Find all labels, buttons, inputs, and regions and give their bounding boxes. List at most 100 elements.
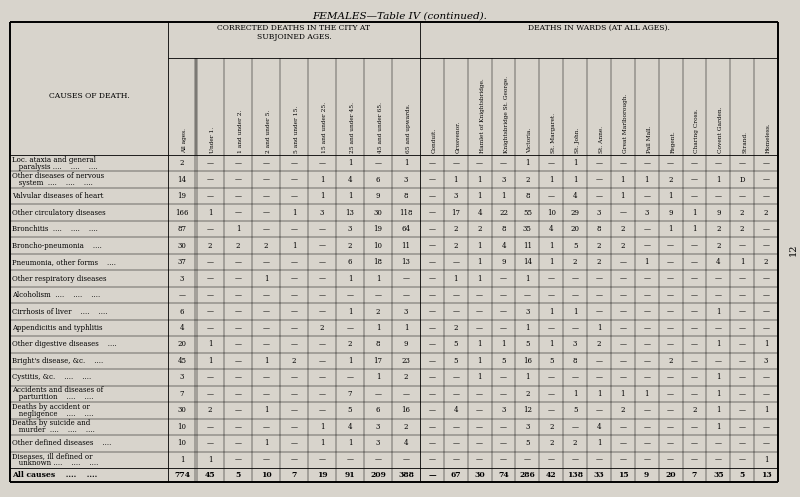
Text: —: — [548,373,554,381]
Text: —: — [290,324,298,332]
Text: 1: 1 [716,340,721,348]
Text: —: — [234,176,242,184]
Text: parturition    ....    ....: parturition .... .... [12,394,94,402]
Text: —: — [206,439,214,447]
Text: —: — [738,390,746,398]
Text: 1: 1 [264,407,268,414]
Text: —: — [290,390,298,398]
Text: —: — [643,373,650,381]
Text: —: — [500,159,507,167]
Text: —: — [715,291,722,299]
Text: 2: 2 [292,357,296,365]
Text: —: — [691,456,698,464]
Text: —: — [691,390,698,398]
Text: Other digestive diseases    ....: Other digestive diseases .... [12,340,117,348]
Text: —: — [762,308,770,316]
Text: —: — [738,357,746,365]
Text: 1: 1 [525,274,530,283]
Text: —: — [548,456,554,464]
Text: 2: 2 [764,209,768,217]
Text: —: — [374,291,382,299]
Text: —: — [452,291,459,299]
Text: 1: 1 [478,176,482,184]
Text: 2: 2 [597,242,602,249]
Text: —: — [548,390,554,398]
Text: 1: 1 [668,225,673,233]
Text: —: — [715,324,722,332]
Text: —: — [290,407,298,414]
Text: 1: 1 [549,340,554,348]
Text: —: — [643,291,650,299]
Text: 11: 11 [523,242,532,249]
Text: 13: 13 [761,471,771,479]
Text: 17: 17 [451,209,460,217]
Text: —: — [667,324,674,332]
Text: —: — [262,456,270,464]
Text: —: — [691,373,698,381]
Text: 65 and upwards.: 65 and upwards. [406,103,411,153]
Text: 118: 118 [399,209,413,217]
Text: —: — [643,192,650,200]
Text: —: — [572,274,578,283]
Text: 29: 29 [570,209,580,217]
Text: 4: 4 [348,176,352,184]
Text: —: — [715,159,722,167]
Text: —: — [500,423,507,431]
Text: 5: 5 [525,439,530,447]
Text: —: — [572,373,578,381]
Text: —: — [290,439,298,447]
Text: 3: 3 [404,308,408,316]
Text: St. Anne.: St. Anne. [599,126,604,153]
Text: —: — [234,308,242,316]
Text: —: — [234,192,242,200]
Text: 1: 1 [573,308,578,316]
Text: Strand.: Strand. [742,131,747,153]
Text: —: — [429,258,435,266]
Text: —: — [548,407,554,414]
Text: —: — [206,423,214,431]
Text: 4: 4 [454,407,458,414]
Text: —: — [524,291,531,299]
Text: 3: 3 [573,340,578,348]
Text: 10: 10 [178,423,186,431]
Text: 16: 16 [523,357,532,365]
Text: —: — [667,274,674,283]
Text: —: — [429,373,435,381]
Text: 2: 2 [348,340,352,348]
Text: 2: 2 [264,242,268,249]
Text: —: — [595,373,602,381]
Text: —: — [262,423,270,431]
Text: —: — [234,407,242,414]
Text: —: — [429,423,435,431]
Text: —: — [290,308,298,316]
Text: —: — [318,456,326,464]
Text: —: — [762,192,770,200]
Text: —: — [738,340,746,348]
Text: —: — [290,159,298,167]
Text: —: — [318,357,326,365]
Text: 10: 10 [374,242,382,249]
Text: 3: 3 [180,274,184,283]
Text: Cirrhosis of liver    ....    ....: Cirrhosis of liver .... .... [12,308,107,316]
Text: —: — [429,357,435,365]
Text: 1: 1 [525,159,530,167]
Text: —: — [346,373,354,381]
Text: 4: 4 [549,225,554,233]
Text: 55: 55 [523,209,532,217]
Text: —: — [206,390,214,398]
Text: 1 and under 2.: 1 and under 2. [238,110,243,153]
Text: 3: 3 [502,407,506,414]
Text: 1: 1 [180,456,184,464]
Text: —: — [234,274,242,283]
Text: 5: 5 [573,407,578,414]
Text: —: — [346,291,354,299]
Text: —: — [290,423,298,431]
Text: —: — [691,274,698,283]
Text: CAUSES OF DEATH.: CAUSES OF DEATH. [49,92,130,100]
Text: —: — [429,340,435,348]
Text: —: — [290,274,298,283]
Text: 5: 5 [573,242,578,249]
Text: 6: 6 [348,258,352,266]
Text: —: — [429,242,435,249]
Text: —: — [262,324,270,332]
